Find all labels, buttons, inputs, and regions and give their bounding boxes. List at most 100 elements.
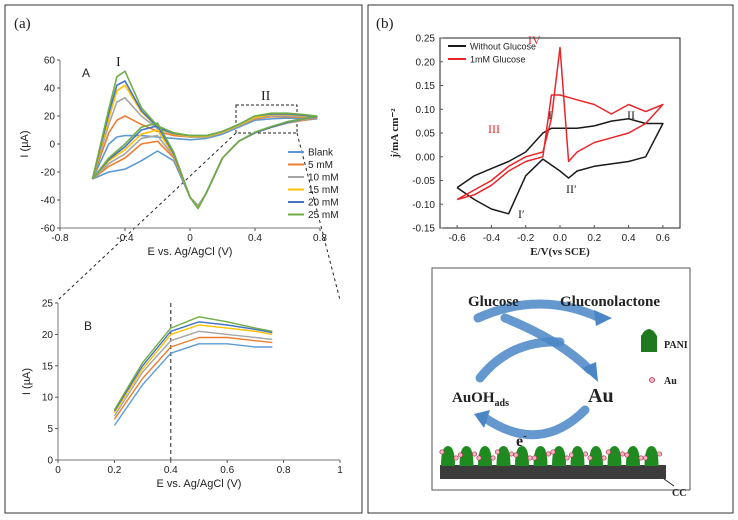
series-line — [113, 343, 273, 426]
pani-bump — [607, 446, 622, 466]
diagram: Glucose Gluconolactone AuOHads Au e- PAN… — [431, 267, 691, 499]
y-tick-label: 0.05 — [416, 129, 436, 140]
annotation: II — [627, 108, 635, 122]
pani-bump — [478, 446, 492, 466]
annotation: A — [82, 66, 90, 80]
x-tick-label: -0.2 — [517, 233, 535, 244]
y-tick-label: 0.15 — [416, 81, 436, 92]
x-tick-label: 0.8 — [313, 233, 327, 244]
annotation: IV — [528, 33, 541, 47]
au-particle — [490, 455, 496, 461]
au-particle — [471, 451, 478, 457]
pani-bump — [626, 446, 640, 466]
zoom-line — [57, 132, 237, 301]
annotation: II — [261, 89, 271, 104]
series-line — [113, 321, 273, 412]
arrow-head — [474, 410, 490, 428]
x-tick-label: 0 — [55, 465, 61, 476]
pani-bump — [570, 446, 585, 466]
au-particle — [587, 455, 593, 461]
y-tick-label: 40 — [44, 84, 56, 95]
series-line — [113, 330, 273, 417]
y-tick-label: 10 — [42, 393, 54, 404]
pani-bump — [496, 446, 511, 466]
series-line — [91, 70, 318, 210]
au-particle — [508, 451, 515, 457]
annotation: II′ — [566, 182, 577, 196]
x-axis-label: E vs. Ag/AgCl (V) — [157, 478, 242, 490]
y-tick-label: 0.00 — [416, 152, 436, 163]
au-particle — [638, 455, 644, 461]
au-particle — [494, 449, 501, 455]
y-tick-label: 5 — [47, 424, 53, 435]
pani-bump — [459, 446, 474, 466]
annotation: I — [116, 55, 121, 70]
x-tick-label: 0.6 — [220, 465, 234, 476]
panel-label: (a) — [14, 16, 31, 32]
au-particle — [531, 455, 538, 461]
y-axis-label: j/mA cm⁻² — [389, 108, 401, 159]
x-axis-label: E/V(vs SCE) — [530, 246, 590, 258]
y-tick-label: 25 — [42, 299, 54, 310]
au-particle — [457, 452, 464, 458]
arrow-head — [594, 310, 612, 326]
electron-label: e- — [516, 430, 527, 450]
y-tick-label: 0.25 — [416, 34, 436, 45]
legend-label: Blank — [308, 148, 334, 159]
au-particle — [624, 452, 630, 458]
au-particle — [439, 449, 445, 455]
pani-bump — [552, 446, 566, 466]
node-label: Gluconolactone — [560, 294, 660, 310]
y-tick-label: -40 — [41, 196, 56, 207]
y-tick-label: 0 — [49, 140, 55, 151]
y-axis-label: I (µA) — [21, 368, 33, 395]
au-particle — [527, 455, 533, 461]
substrate-label: CC — [672, 488, 686, 499]
annotation: III — [488, 122, 500, 136]
x-tick-label: -0.4 — [483, 233, 501, 244]
au-particle — [601, 455, 607, 461]
x-tick-label: -0.8 — [51, 233, 69, 244]
au-particle — [568, 452, 575, 458]
arrow — [473, 299, 605, 323]
pani-layer — [439, 446, 663, 466]
legend-label: 5 mM — [308, 160, 333, 171]
au-particle — [619, 451, 626, 457]
y-tick-label: 0.20 — [416, 57, 436, 68]
legend-label: Without Glucose — [470, 42, 536, 52]
legend-label: 20 mM — [308, 198, 339, 209]
x-tick-label: 0.2 — [587, 233, 601, 244]
x-tick-label: 0 — [187, 233, 193, 244]
au-particle — [564, 455, 570, 461]
panel-frame — [367, 4, 734, 514]
legend-label: 15 mM — [308, 185, 339, 196]
x-tick-label: 0.8 — [277, 465, 291, 476]
x-tick-label: 1 — [337, 465, 343, 476]
y-tick-label: -0.15 — [412, 224, 435, 235]
panel-label: (b) — [376, 16, 394, 32]
y-tick-label: 15 — [42, 361, 54, 372]
x-tick-label: 0.4 — [622, 233, 636, 244]
au-particle — [550, 449, 556, 455]
au-particle — [545, 451, 552, 457]
y-tick-label: -60 — [41, 224, 56, 235]
y-tick-label: 20 — [42, 330, 54, 341]
x-tick-label: 0.4 — [164, 465, 178, 476]
series-line — [456, 118, 664, 215]
y-axis-label: I (µA) — [19, 130, 31, 157]
plot-frame — [439, 37, 681, 229]
au-particle — [476, 455, 482, 461]
series-line — [91, 115, 318, 208]
au-particle — [513, 452, 519, 458]
y-tick-label: 60 — [44, 56, 56, 67]
y-tick-label: -20 — [41, 168, 56, 179]
series-line — [113, 324, 273, 414]
electron: e — [516, 433, 523, 450]
x-tick-label: 0.4 — [248, 233, 262, 244]
zoom-line — [296, 132, 341, 301]
series-line — [113, 316, 273, 411]
y-tick-label: 0.10 — [416, 105, 436, 116]
au-particle — [605, 449, 612, 455]
annotation: I — [548, 108, 552, 122]
